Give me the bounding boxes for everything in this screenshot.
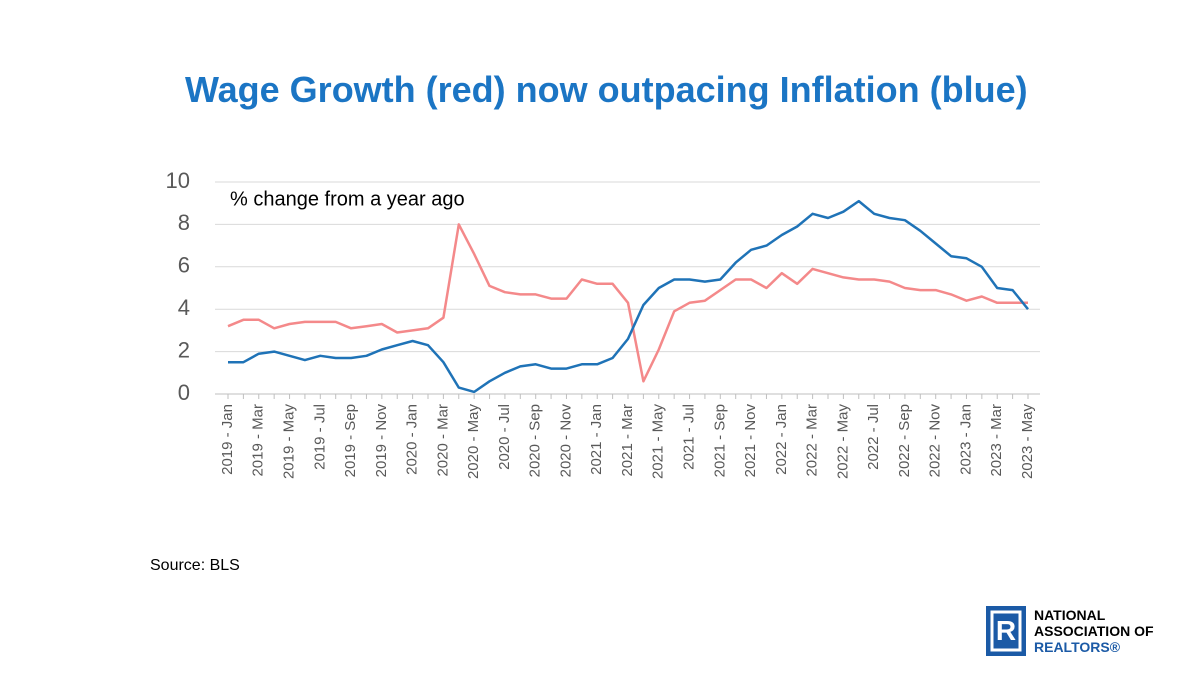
x-tick-label: 2019 - Jul	[311, 404, 328, 470]
x-tick-label: 2023 - Jan	[957, 404, 974, 475]
x-tick-label: 2021 - Sep	[711, 404, 728, 477]
source: Source: BLS	[150, 557, 240, 574]
y-tick-label: 6	[178, 253, 190, 278]
annotation: % change from a year ago	[230, 188, 465, 210]
logo: R NATIONAL ASSOCIATION OF REALTORS®	[986, 606, 1154, 656]
x-tick-label: 2021 - Jan	[588, 404, 605, 475]
x-tick-label: 2020 - May	[465, 404, 482, 480]
x-tick-label: 2020 - Jan	[404, 404, 421, 475]
y-tick-label: 2	[178, 337, 190, 362]
x-tick-label: 2023 - Mar	[988, 404, 1005, 477]
x-tick-label: 2019 - Mar	[250, 404, 267, 477]
y-tick-label: 10	[166, 168, 190, 193]
x-tick-label: 2021 - May	[650, 404, 667, 480]
x-tick-label: 2020 - Sep	[527, 404, 544, 477]
x-tick-label: 2022 - Mar	[804, 404, 821, 477]
series-line	[228, 199, 1029, 394]
x-tick-label: 2022 - Nov	[927, 404, 944, 478]
x-tick-label: 2022 - Jan	[773, 404, 790, 475]
x-tick-label: 2021 - Mar	[619, 404, 636, 477]
y-tick-label: 0	[178, 380, 190, 405]
series-line	[227, 223, 1028, 383]
x-tick-label: 2020 - Mar	[434, 404, 451, 477]
x-tick-label: 2019 - Jan	[219, 404, 236, 475]
logo-line: REALTORS®	[1034, 639, 1121, 655]
logo-icon-frame	[990, 610, 1022, 652]
x-tick-label: 2021 - Nov	[742, 404, 759, 478]
x-tick-label: 2022 - May	[834, 404, 851, 480]
x-tick-label: 2019 - Nov	[373, 404, 390, 478]
x-tick-label: 2019 - Sep	[342, 404, 359, 477]
x-tick-label: 2021 - Jul	[681, 404, 698, 470]
x-tick-label: 2020 - Nov	[557, 404, 574, 478]
x-tick-label: 2023 - May	[1019, 404, 1036, 480]
logo-letter: R	[996, 615, 1016, 646]
chart-title: Wage Growth (red) now outpacing Inflatio…	[185, 69, 1028, 110]
y-tick-label: 4	[178, 295, 190, 320]
y-tick-label: 8	[178, 210, 190, 235]
x-tick-label: 2019 - May	[281, 404, 298, 480]
x-tick-label: 2020 - Jul	[496, 404, 513, 470]
logo-line: ASSOCIATION OF	[1034, 623, 1154, 639]
x-tick-label: 2022 - Sep	[896, 404, 913, 477]
logo-line: NATIONAL	[1034, 607, 1106, 623]
x-tick-label: 2022 - Jul	[865, 404, 882, 470]
